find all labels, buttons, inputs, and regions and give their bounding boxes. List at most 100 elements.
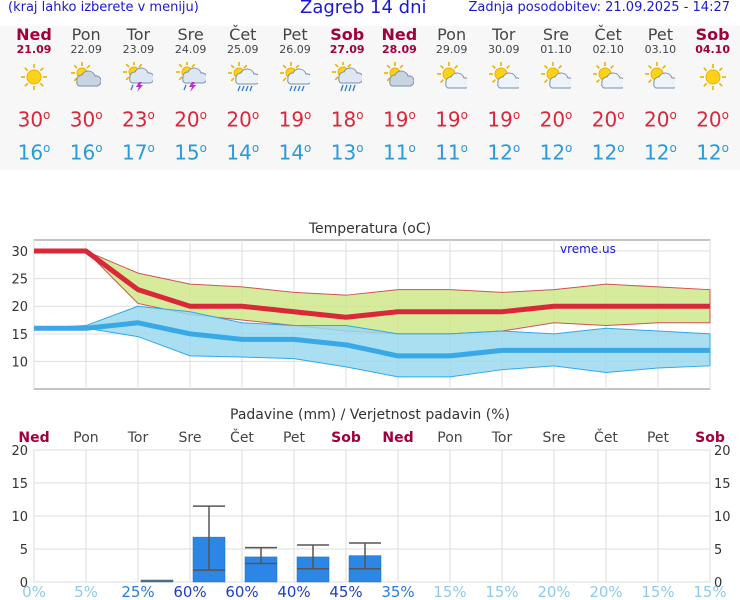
min-temperature-value: 12 <box>643 140 670 165</box>
daily-forecast-strip: Ned 21.09 30o 16o Pon 22.09 30o 16o Tor 23.09 23o 1… <box>0 26 740 170</box>
x-tick-label: Pet <box>283 430 306 446</box>
precipitation-bar <box>140 579 174 583</box>
max-temperature: 20o <box>530 104 582 131</box>
max-temperature-value: 20 <box>591 107 618 132</box>
min-temperature-value: 16 <box>69 140 96 165</box>
day-date: 29.09 <box>435 43 468 56</box>
degree-symbol: o <box>669 108 677 122</box>
min-temperature-value: 11 <box>435 140 461 165</box>
min-temperature-value: 12 <box>696 140 722 165</box>
day-date: 28.09 <box>381 43 417 56</box>
page-title: Zagreb 14 dni <box>300 0 427 18</box>
precipitation-probability: 20% <box>537 583 570 600</box>
max-temperature: 20o <box>687 104 739 131</box>
day-name: Sre <box>177 25 204 44</box>
day-name: Pet <box>647 25 673 44</box>
max-temperature: 20o <box>634 104 686 131</box>
day-date: 02.10 <box>592 43 624 56</box>
min-temperature: 16o <box>60 137 112 164</box>
max-temperature: 19o <box>478 104 530 131</box>
precipitation-probability: 15% <box>693 583 726 600</box>
min-temperature: 15o <box>165 137 217 164</box>
x-tick-label: Čet <box>230 428 254 446</box>
min-temperature-value: 16 <box>17 140 44 165</box>
day-date: 26.09 <box>279 43 311 56</box>
precipitation-probability: 25% <box>121 583 154 600</box>
min-temperature: 12o <box>478 137 530 164</box>
day-forecast-7: Ned 28.09 19o 11o <box>373 25 425 165</box>
min-temperature-value: 14 <box>226 140 252 165</box>
precipitation-chart: Padavine (mm) / Verjetnost padavin (%) Ne… <box>11 407 731 600</box>
day-name: Čet <box>229 25 257 44</box>
degree-symbol: o <box>617 108 625 122</box>
degree-symbol: o <box>304 140 312 155</box>
y-tick-label: 15 <box>11 328 28 343</box>
degree-symbol: o <box>721 108 729 122</box>
partly-cloudy-icon <box>436 62 467 89</box>
max-temperature-value: 19 <box>487 107 513 132</box>
y-tick-label: 25 <box>11 273 28 288</box>
day-name: Tor <box>126 25 151 44</box>
max-temperature-value: 20 <box>174 107 200 132</box>
max-temperature-value: 30 <box>69 107 96 132</box>
precipitation-probability: 15% <box>433 583 466 600</box>
min-temperature-value: 14 <box>278 140 305 165</box>
degree-symbol: o <box>721 140 729 155</box>
degree-symbol: o <box>512 140 521 155</box>
min-temperature: 14o <box>217 137 269 164</box>
x-tick-label: Ned <box>18 430 49 446</box>
degree-symbol: o <box>199 108 207 122</box>
day-name: Pet <box>282 25 308 44</box>
degree-symbol: o <box>408 140 416 155</box>
day-date: 23.09 <box>122 43 155 56</box>
x-tick-label: Pon <box>437 430 462 446</box>
y-tick-label-right: 5 <box>714 543 722 558</box>
max-temperature-value: 30 <box>17 107 44 132</box>
y-tick-label-right: 10 <box>714 510 731 525</box>
y-tick-label-left: 0 <box>20 576 28 591</box>
day-name: Sob <box>330 25 365 44</box>
min-temperature: 16o <box>8 137 60 164</box>
day-forecast-10: Sre 01.10 20o 12o <box>530 25 582 164</box>
day-name: Pon <box>71 25 101 44</box>
day-forecast-11: Čet 02.10 20o 12o <box>582 26 634 164</box>
min-temperature-value: 13 <box>330 140 357 165</box>
min-temperature-value: 17 <box>121 140 148 165</box>
temperature-chart-title: Temperatura (oC) <box>308 221 431 237</box>
location-hint: (kraj lahko izberete v meniju) <box>8 0 199 15</box>
day-date: 24.09 <box>174 43 207 56</box>
min-temperature-value: 11 <box>382 140 409 165</box>
min-temperature-value: 15 <box>174 140 200 165</box>
precipitation-probability: 15% <box>485 583 518 600</box>
y-tick-label-right: 20 <box>714 444 731 459</box>
precipitation-probability: 35% <box>381 583 414 600</box>
day-forecast-5: Pet 26.09 19 o 14o <box>269 25 321 164</box>
day-forecast-6: Sob 27.09 18o 13o <box>321 25 373 165</box>
min-temperature: 11o <box>426 137 478 164</box>
max-temperature: 20o <box>165 104 217 131</box>
min-temperature: 14o <box>269 137 321 164</box>
day-date: 01.10 <box>540 43 572 56</box>
degree-symbol: o <box>147 140 155 155</box>
x-tick-label: Pon <box>73 430 98 446</box>
cloud-icon <box>71 62 102 87</box>
day-name: Sob <box>695 25 730 44</box>
x-tick-label: Ned <box>382 430 413 446</box>
y-tick-label: 30 <box>11 245 28 260</box>
day-date: 21.09 <box>16 43 52 56</box>
max-temperature-value: 20 <box>643 107 670 132</box>
day-name: Ned <box>381 25 418 44</box>
min-temperature: 12o <box>687 137 739 164</box>
precipitation-probability: 20% <box>589 583 622 600</box>
max-temperature-value: 19 <box>278 107 305 132</box>
max-temperature: 20o <box>582 104 634 131</box>
precipitation-probability: 60% <box>173 583 206 600</box>
degree-symbol: o <box>95 108 103 122</box>
partly-cloudy-icon <box>593 62 624 89</box>
top-bar: (kraj lahko izberete v meniju) Zagreb 14… <box>0 0 740 20</box>
day-name: Sre <box>542 25 570 44</box>
day-date: 27.09 <box>329 43 365 56</box>
max-temperature-value: 19 <box>435 107 461 132</box>
degree-symbol: o <box>356 108 364 122</box>
day-date: 22.09 <box>70 43 102 56</box>
